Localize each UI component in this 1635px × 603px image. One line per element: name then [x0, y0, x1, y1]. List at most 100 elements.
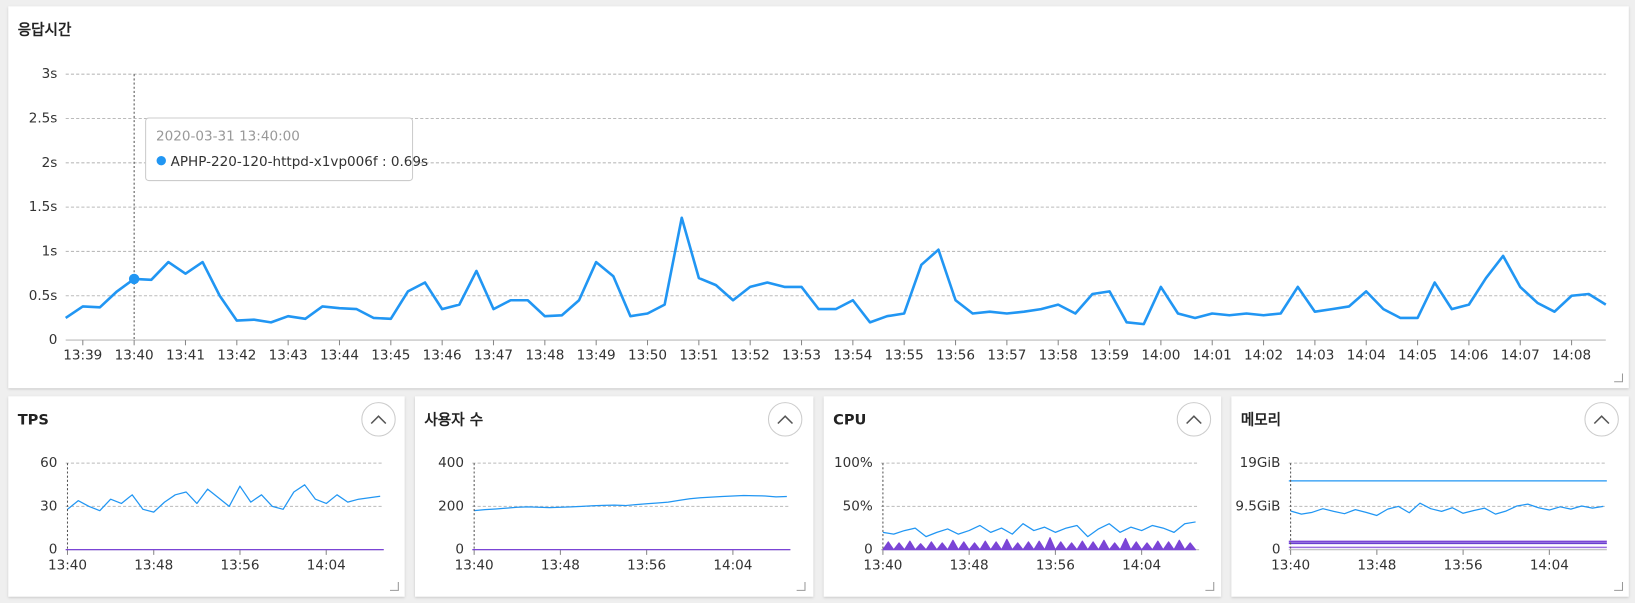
x-tick-label: 13:47: [474, 348, 513, 364]
x-tick-label: 14:05: [1398, 348, 1437, 364]
chart-title: 응답시간: [18, 20, 72, 38]
resize-handle: [389, 373, 1624, 591]
chart-title: 메모리: [1241, 411, 1281, 428]
x-tick-label: 14:06: [1449, 348, 1488, 364]
y-tick-label: 400: [438, 455, 464, 471]
x-tick-label: 13:46: [423, 348, 462, 364]
x-tick-label: 13:48: [134, 557, 173, 573]
y-tick-label: 19GiB: [1240, 455, 1281, 471]
y-tick-label: 2s: [42, 155, 58, 171]
x-tick-label: 13:48: [541, 557, 580, 573]
x-tick-label: 13:56: [627, 557, 666, 573]
x-tick-label: 13:40: [115, 348, 154, 364]
chevron-icon: [777, 415, 794, 425]
x-tick-label: 14:08: [1552, 348, 1591, 364]
y-tick-label: 0: [49, 542, 58, 558]
x-tick-label: 13:55: [885, 348, 924, 364]
series-line: [474, 494, 787, 512]
series-line: [67, 484, 381, 513]
x-tick-label: 13:56: [1444, 557, 1483, 573]
hover-point: [128, 273, 140, 285]
collapse-button[interactable]: [767, 402, 803, 437]
button-circle: [1176, 402, 1212, 437]
y-tick-label: 30: [40, 498, 57, 514]
x-tick-label: 13:52: [731, 348, 770, 364]
x-tick-label: 13:59: [1090, 348, 1129, 364]
tooltip-text: APHP-220-120-httpd-x1vp006f : 0.69s: [171, 154, 428, 170]
x-tick-label: 14:04: [307, 557, 346, 573]
series-line: [1290, 502, 1604, 517]
y-tick-label: 1s: [42, 243, 58, 259]
x-tick-label: 13:43: [269, 348, 308, 364]
chart-title: 사용자 수: [424, 411, 483, 428]
y-tick-label: 60: [40, 455, 57, 471]
button-circle: [1584, 402, 1619, 437]
panel: [823, 396, 1222, 597]
x-tick-label: 13:57: [987, 348, 1026, 364]
series-line: [882, 521, 1196, 538]
collapse-button[interactable]: [1584, 402, 1619, 437]
y-tick-label: 1.5s: [29, 199, 58, 215]
legend-dot: [156, 156, 166, 166]
y-tick-label: 9.5GiB: [1235, 498, 1280, 514]
x-tick-label: 13:44: [320, 348, 359, 364]
x-tick-label: 13:56: [936, 348, 975, 364]
series-line: [64, 216, 1607, 326]
y-tick-label: 100%: [834, 455, 873, 471]
x-tick-label: 13:48: [525, 348, 564, 364]
chevron-icon: [370, 415, 387, 425]
y-tick-label: 50%: [843, 498, 873, 514]
x-tick-label: 14:02: [1244, 348, 1283, 364]
x-tick-label: 13:42: [217, 348, 256, 364]
x-tick-label: 14:01: [1193, 348, 1232, 364]
x-tick-label: 13:56: [1036, 557, 1075, 573]
x-tick-label: 14:04: [713, 557, 752, 573]
collapse-button[interactable]: [361, 402, 396, 437]
panel: [8, 6, 1629, 389]
y-tick-label: 3s: [42, 66, 58, 82]
x-tick-label: 14:04: [1347, 348, 1386, 364]
y-tick-label: 0: [1272, 542, 1281, 558]
x-tick-label: 13:48: [950, 557, 989, 573]
x-tick-label: 14:04: [1530, 557, 1569, 573]
button-circle: [767, 402, 803, 437]
y-tick-label: 200: [438, 498, 464, 514]
x-tick-label: 13:53: [782, 348, 821, 364]
y-tick-label: 0: [864, 542, 873, 558]
chevron-icon: [1186, 415, 1202, 425]
x-tick-label: 14:07: [1501, 348, 1540, 364]
x-tick-label: 13:56: [220, 557, 259, 573]
chevron-icon: [1593, 415, 1610, 425]
x-tick-label: 14:04: [1122, 557, 1161, 573]
x-tick-label: 13:58: [1039, 348, 1078, 364]
x-tick-label: 14:00: [1141, 348, 1180, 364]
x-tick-label: 13:49: [577, 348, 616, 364]
x-tick-label: 13:40: [1271, 557, 1310, 573]
panel: [1231, 396, 1629, 597]
x-tick-label: 13:40: [863, 557, 902, 573]
x-tick-label: 13:48: [1357, 557, 1396, 573]
y-tick-label: 0.5s: [29, 288, 58, 304]
x-tick-label: 13:50: [628, 348, 667, 364]
series-line: [882, 537, 1197, 551]
tooltip-title: 2020-03-31 13:40:00: [156, 129, 300, 145]
y-tick-label: 2.5s: [29, 111, 58, 127]
panel: [415, 396, 814, 597]
tooltip: [145, 117, 414, 182]
y-tick-label: 0: [49, 332, 58, 348]
x-tick-label: 13:45: [371, 348, 410, 364]
chart-title: CPU: [833, 411, 866, 428]
x-tick-label: 13:39: [63, 348, 102, 364]
x-tick-label: 13:40: [455, 557, 494, 573]
button-circle: [361, 402, 396, 437]
y-tick-label: 0: [455, 542, 464, 558]
x-tick-label: 13:54: [833, 348, 872, 364]
x-tick-label: 13:51: [679, 348, 718, 364]
chart-title: TPS: [18, 411, 49, 428]
x-tick-label: 13:40: [48, 557, 87, 573]
x-tick-label: 14:03: [1295, 348, 1334, 364]
x-tick-label: 13:41: [166, 348, 205, 364]
collapse-button[interactable]: [1176, 402, 1212, 437]
